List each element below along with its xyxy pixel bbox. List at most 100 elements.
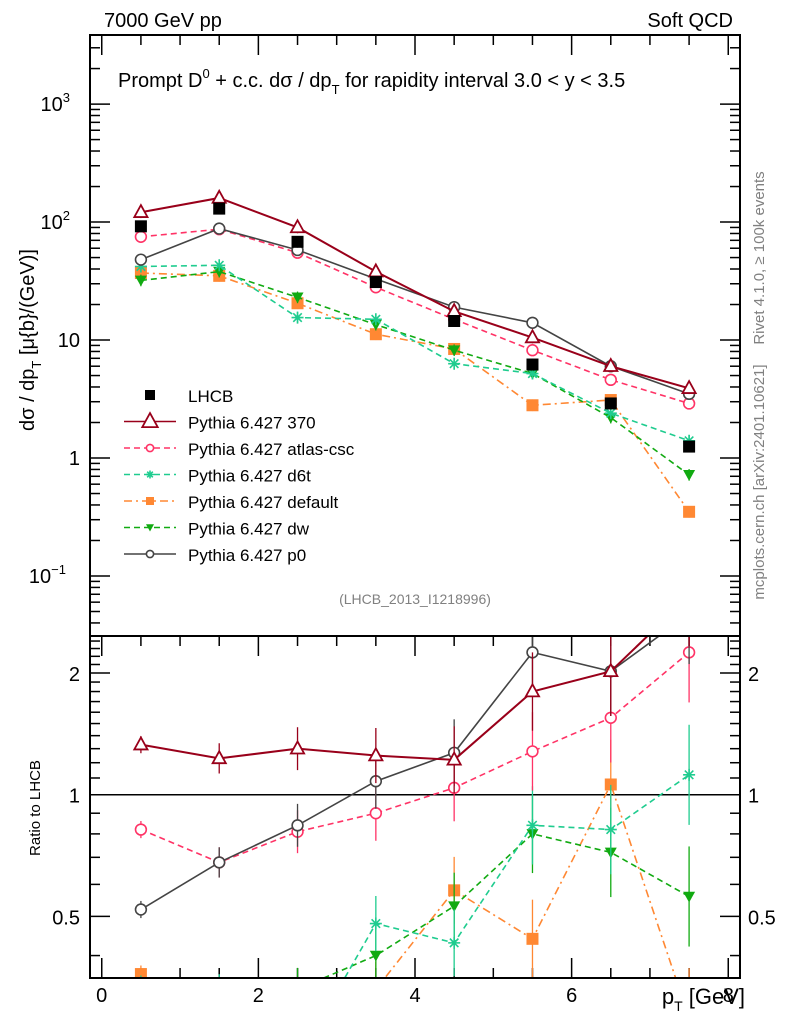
ratio-point-atlas (134, 823, 148, 836)
data-point-p370 (602, 357, 619, 372)
legend: LHCB Pythia 6.427 370 Pythia 6.427 atlas-c… (124, 387, 355, 565)
series-line-atlas (140, 228, 690, 405)
ratio-line-p370 (140, 636, 650, 761)
legend-marker-p370 (140, 411, 160, 428)
legend-item-atlas: Pythia 6.427 atlas-csc (124, 440, 355, 459)
main-series-layer (132, 188, 698, 518)
data-point-p370 (680, 379, 698, 394)
data-point-d6t (604, 407, 617, 420)
ratio-point-p370 (367, 746, 384, 762)
data-point-default (369, 328, 382, 341)
series-line-default (140, 272, 690, 513)
legend-item-d6t: Pythia 6.427 d6t (124, 467, 311, 486)
data-point-d6t (213, 259, 226, 272)
series-line-d6t (140, 264, 690, 442)
data-point-default (683, 505, 696, 518)
data-point-p370 (289, 218, 306, 234)
ratio-axis-ticks: 2 2 1 1 0.5 0.5 0 2 4 6 8 (52, 640, 776, 1007)
data-point-lhcb (369, 276, 382, 289)
series-line-p370 (140, 196, 690, 390)
top-left-label: 7000 GeV pp (104, 10, 222, 32)
ratio-point-p370 (289, 739, 306, 755)
legend-label: Pythia 6.427 d6t (188, 467, 311, 486)
legend-label: Pythia 6.427 atlas-csc (188, 440, 355, 459)
x-tick-label: 8 (723, 985, 734, 1007)
data-point-d6t (369, 313, 382, 326)
ratio-point-atlas (369, 807, 383, 820)
legend-item-default: Pythia 6.427 default (124, 493, 339, 512)
ratio-point-p0 (291, 819, 304, 832)
ratio-y-tick-label-right: 0.5 (748, 907, 776, 929)
top-right-label: Soft QCD (647, 10, 733, 32)
ratio-point-p0 (684, 609, 695, 620)
data-point-dw (291, 292, 304, 304)
ratio-point-dw (213, 1007, 225, 1018)
y-tick-label: 10−1 (29, 562, 66, 588)
data-point-atlas (526, 343, 539, 357)
series-line-p0 (140, 227, 690, 395)
ratio-y-axis-label: Ratio to LHCB (27, 760, 44, 856)
rivet-label: Rivet 4.1.0, ≥ 100k events (751, 171, 768, 344)
ratio-point-p370 (524, 682, 541, 698)
series-p0 (134, 222, 696, 401)
series-atlas (134, 222, 696, 410)
ratio-point-p370 (446, 750, 463, 766)
data-point-lhcb (683, 440, 696, 453)
ratio-point-atlas (526, 745, 539, 758)
ratio-series-p370 (132, 589, 695, 794)
ratio-point-d6t (135, 978, 147, 990)
data-point-dw (448, 345, 461, 357)
data-point-p0 (526, 316, 539, 329)
ratio-series-layer (132, 589, 696, 1024)
ratio-point-d6t (213, 983, 225, 995)
mcplots-label: mcplots.cern.ch [arXiv:2401.10621] (751, 364, 768, 599)
ratio-series-d6t (135, 724, 696, 995)
ratio-point-dw (448, 901, 461, 913)
ratio-point-p370 (132, 735, 150, 751)
data-point-p370 (132, 203, 150, 218)
legend-label: LHCB (188, 387, 233, 406)
ratio-point-default (604, 778, 617, 791)
data-point-atlas (134, 230, 148, 243)
ratio-point-d6t (369, 917, 382, 930)
series-lhcb (134, 202, 696, 453)
legend-marker-lhcb (145, 390, 155, 400)
ratio-y-tick-label-right: 2 (748, 664, 759, 686)
ratio-point-p0 (213, 856, 226, 869)
x-tick-label: 2 (253, 985, 264, 1007)
data-point-p370 (524, 328, 541, 344)
legend-label: Pythia 6.427 default (188, 493, 339, 512)
data-point-p0 (213, 222, 226, 235)
analysis-id-annotation: (LHCB_2013_I1218996) (339, 591, 491, 607)
data-point-d6t (448, 357, 461, 370)
data-point-lhcb (448, 314, 461, 327)
legend-item-lhcb: LHCB (145, 387, 233, 406)
legend-marker-p0 (145, 549, 155, 559)
ratio-point-p370 (682, 589, 695, 601)
legend-item-p370: Pythia 6.427 370 (124, 411, 316, 433)
x-tick-label: 0 (96, 985, 107, 1007)
data-point-d6t (134, 260, 147, 273)
data-point-d6t (526, 367, 539, 380)
ratio-point-default (213, 1019, 225, 1024)
legend-marker-d6t (146, 470, 154, 479)
data-point-dw (134, 275, 147, 287)
data-point-dw (213, 266, 226, 278)
y-tick-label: 103 (41, 90, 70, 116)
y-axis-label: dσ / dpT [μ{b}/(GeV)] (17, 249, 44, 431)
ratio-line-default (140, 782, 677, 978)
data-point-p370 (211, 188, 228, 204)
ratio-point-d6t (526, 819, 539, 832)
ratio-point-dw (135, 990, 147, 1001)
x-tick-label: 4 (409, 985, 420, 1007)
ratio-point-d6t (604, 823, 617, 836)
data-point-lhcb (213, 202, 226, 215)
legend-label: Pythia 6.427 370 (188, 414, 316, 433)
data-point-default (526, 399, 539, 412)
ratio-line-p0 (140, 636, 661, 911)
x-tick-label: 6 (566, 985, 577, 1007)
ratio-point-dw (369, 950, 382, 962)
legend-item-p0: Pythia 6.427 p0 (124, 546, 306, 565)
